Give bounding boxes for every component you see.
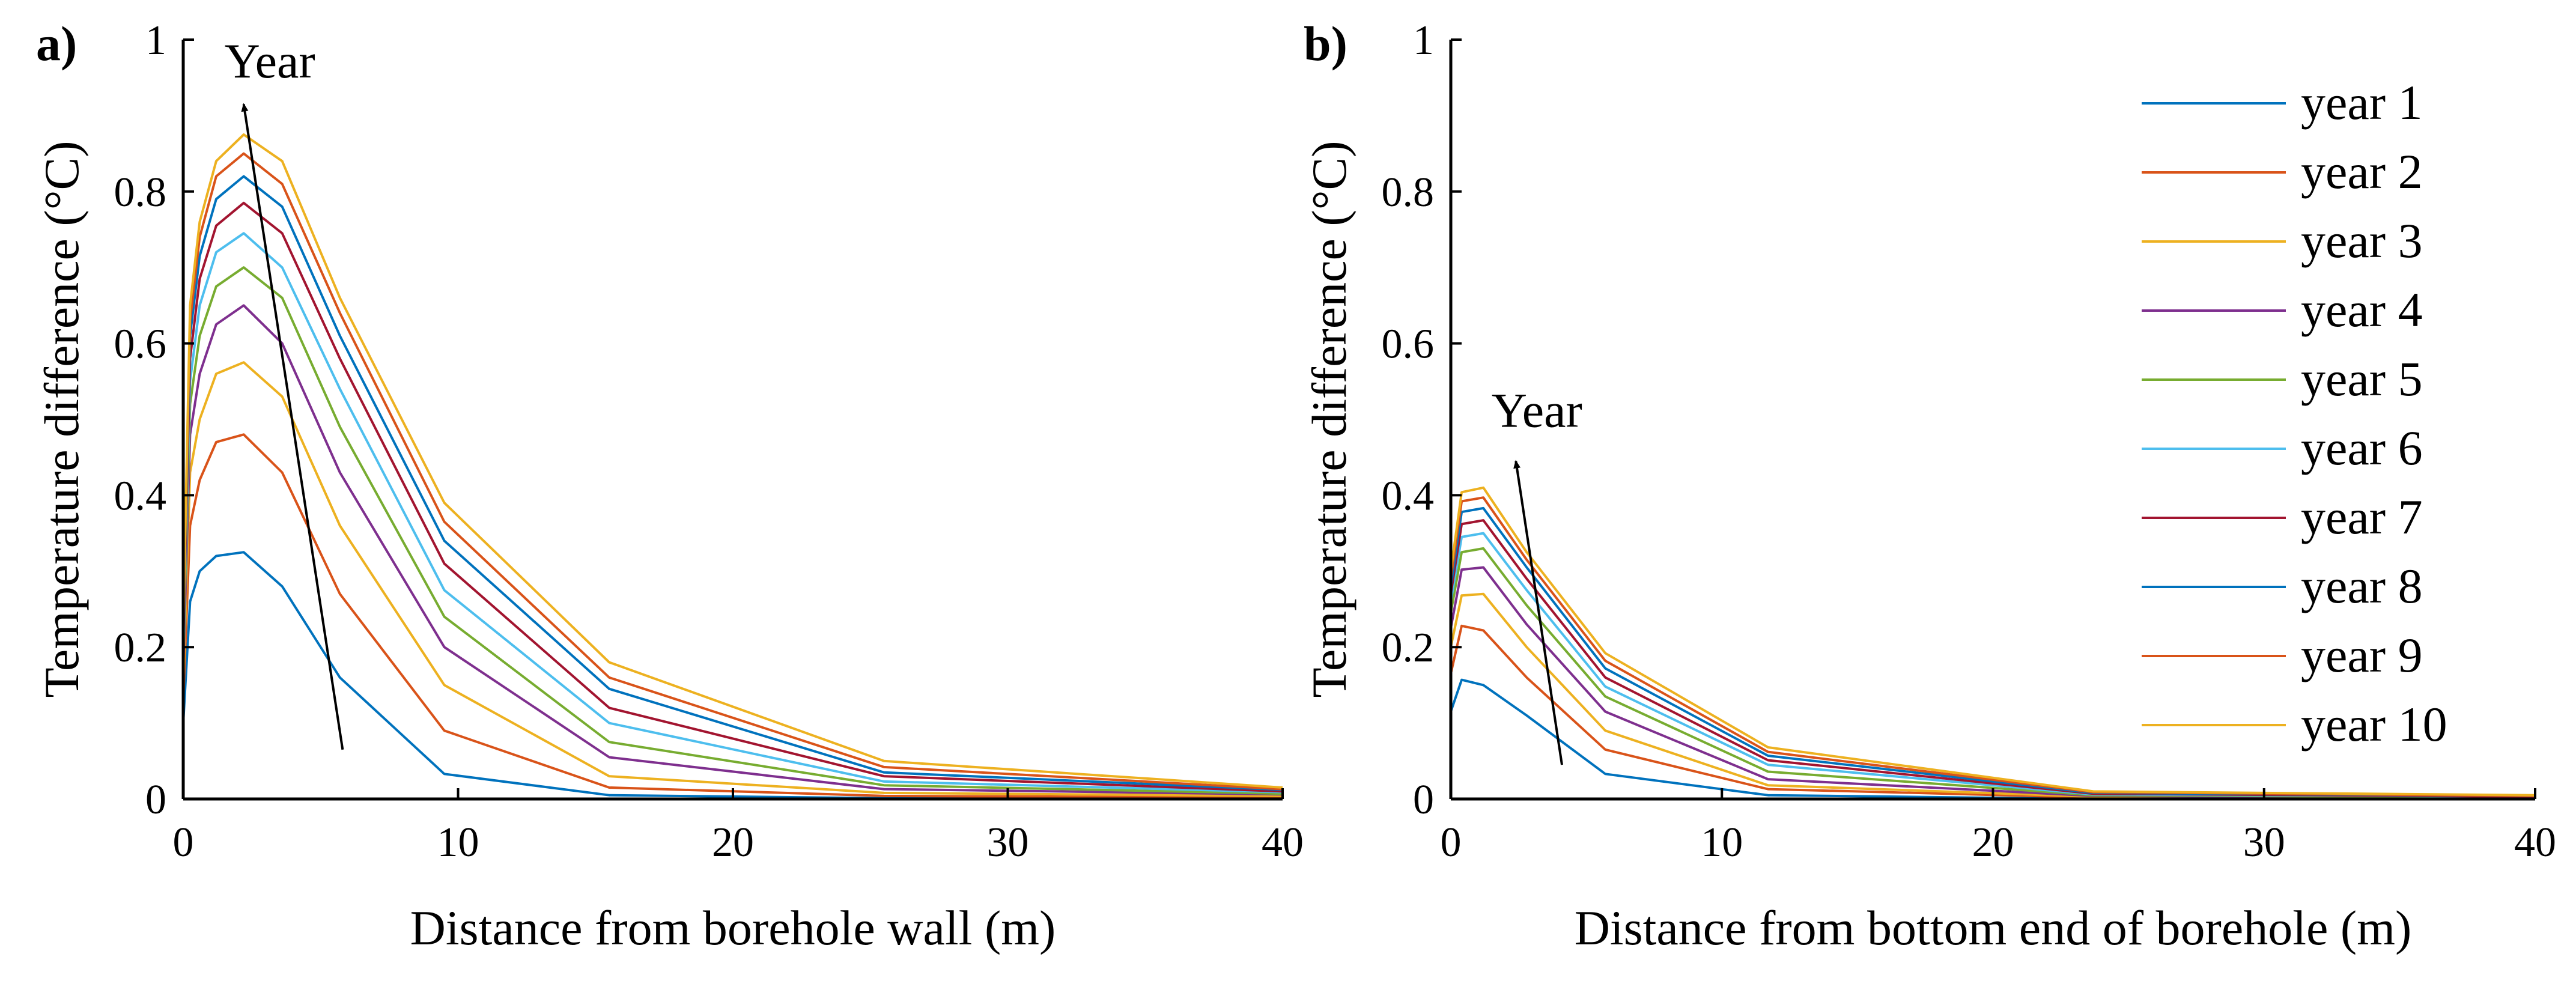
y-tick-label: 0.6 [114,321,167,368]
y-tick-label: 1 [1413,17,1434,64]
series-line-year-2 [182,433,1283,799]
series-line-year-3 [1450,592,2536,800]
year-annotation: Year [1492,383,1582,438]
series-line-year-7 [1450,519,2536,798]
legend-item-year-6: year 6 [2142,421,2423,475]
legend-item-year-2: year 2 [2142,144,2423,199]
series-line-year-5 [182,266,1283,795]
x-tick-label: 30 [2243,819,2285,866]
y-tick-label: 0.8 [114,169,167,216]
panel-label: a) [36,16,77,71]
x-tick-label: 40 [2514,819,2556,866]
series-lines [182,133,1283,800]
legend-item-year-9: year 9 [2142,628,2423,682]
panel-label: b) [1304,16,1347,71]
series-line-year-8 [1450,506,2536,797]
legend-label: year 5 [2301,351,2423,406]
y-tick-label: 0.6 [1382,321,1435,368]
series-line-year-4 [1450,566,2536,799]
series-line-year-2 [1450,624,2536,800]
legend-label: year 6 [2301,421,2423,475]
y-tick-label: 0.4 [1382,473,1435,519]
legend-item-year-7: year 7 [2142,490,2423,544]
year-arrow [1513,460,1563,765]
series-line-year-7 [182,201,1283,793]
year-arrow [241,103,344,750]
x-axis-label: Distance from borehole wall (m) [410,901,1056,955]
y-tick-label: 0.4 [114,473,167,519]
legend-item-year-3: year 3 [2142,213,2423,268]
series-line-year-6 [182,232,1283,794]
series-lines [1450,486,2536,800]
legend: year 1 year 2 year 3 year 4 year 5 year 6 year… [2142,75,2447,752]
x-axis-label: Distance from bottom end of borehole (m) [1575,901,2412,955]
y-tick-label: 0.2 [1382,625,1435,671]
series-line-year-3 [182,361,1283,797]
series-line-year-10 [182,133,1283,789]
x-tick-label: 30 [987,819,1029,866]
y-tick-label: 0.2 [114,625,167,671]
series-line-year-9 [1450,496,2536,797]
series-line-year-6 [1450,532,2536,798]
legend-label: year 10 [2301,697,2447,752]
x-tick-label: 0 [1441,819,1462,866]
x-tick-label: 0 [173,819,194,866]
legend-label: year 2 [2301,144,2423,199]
legend-label: year 7 [2301,490,2423,544]
x-tick-label: 10 [1701,819,1743,866]
year-annotation: Year [225,34,315,88]
series-line-year-8 [182,175,1283,791]
y-tick-label: 0.8 [1382,169,1435,216]
legend-item-year-5: year 5 [2142,351,2423,406]
legend-label: year 8 [2301,559,2423,613]
legend-label: year 1 [2301,75,2423,130]
x-tick-label: 20 [712,819,754,866]
y-tick-label: 0 [1413,777,1434,823]
legend-item-year-1: year 1 [2142,75,2423,130]
x-tick-label: 20 [1972,819,2014,866]
x-tick-label: 40 [1262,819,1304,866]
legend-item-year-10: year 10 [2142,697,2447,752]
series-line-year-4 [182,304,1283,796]
legend-label: year 4 [2301,282,2423,337]
x-tick-label: 10 [437,819,479,866]
y-tick-label: 0 [145,777,166,823]
legend-label: year 9 [2301,628,2423,682]
y-axis-label: Temperature difference (°C) [34,141,89,697]
series-line-year-9 [182,152,1283,791]
y-tick-label: 1 [145,17,166,64]
legend-label: year 3 [2301,213,2423,268]
legend-item-year-8: year 8 [2142,559,2423,613]
legend-item-year-4: year 4 [2142,282,2423,337]
series-line-year-1 [182,551,1283,800]
y-axis-label: Temperature difference (°C) [1302,141,1356,697]
series-line-year-5 [1450,547,2536,799]
series-line-year-10 [1450,486,2536,797]
